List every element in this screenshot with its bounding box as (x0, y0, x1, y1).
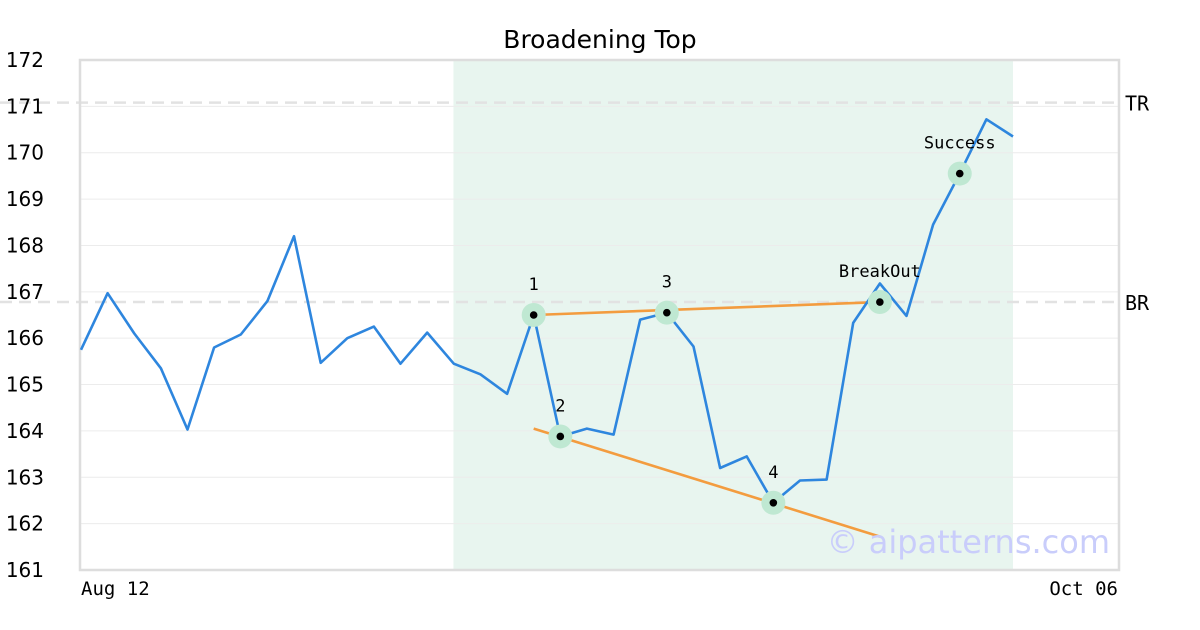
marker-label: 3 (662, 273, 672, 293)
trendline (533, 427, 881, 538)
marker-point (769, 498, 778, 507)
marker-label: 1 (529, 275, 539, 295)
y-tick-label: 161 (6, 558, 44, 582)
plot-frame (78, 58, 1121, 572)
y-tick-label: 167 (6, 280, 44, 304)
y-tick-label: 172 (6, 48, 44, 72)
y-tick-label: 164 (6, 419, 44, 443)
trendline (533, 300, 880, 317)
pattern-markers: 1 2 3 4 BreakOut Success (521, 134, 996, 515)
marker-label: 2 (555, 396, 565, 416)
marker-label: 4 (768, 463, 778, 483)
x-tick-label: Aug 12 (81, 578, 150, 600)
reference-label-br: BR (1125, 291, 1150, 315)
watermark: © aipatterns.com (827, 523, 1110, 561)
trendlines (533, 300, 881, 538)
y-tick-label: 169 (6, 187, 44, 211)
marker-label: BreakOut (839, 262, 921, 282)
marker-point (876, 298, 884, 306)
marker-point (556, 432, 565, 441)
y-tick-label: 163 (6, 465, 44, 489)
reference-label-tr: TR (1125, 92, 1150, 116)
y-axis-ticks: 161 162 163 164 165 166 167 168 169 170 171 172 (6, 48, 44, 582)
marker-point (955, 169, 964, 178)
y-tick-label: 165 (6, 373, 44, 397)
y-tick-label: 166 (6, 326, 44, 350)
y-tick-label: 162 (6, 512, 44, 536)
marker-point (663, 308, 671, 317)
chart-title: Broadening Top (503, 25, 696, 54)
marker-point (529, 311, 538, 319)
marker-label: Success (924, 134, 996, 154)
y-tick-label: 170 (6, 141, 44, 165)
x-axis-ticks: Aug 12 Oct 06 (81, 578, 1118, 600)
y-tick-label: 171 (6, 94, 44, 118)
y-tick-label: 168 (6, 233, 44, 257)
x-tick-label: Oct 06 (1049, 578, 1118, 600)
price-series-line (79, 118, 1014, 505)
reference-lines: TR BR (0, 92, 1150, 315)
